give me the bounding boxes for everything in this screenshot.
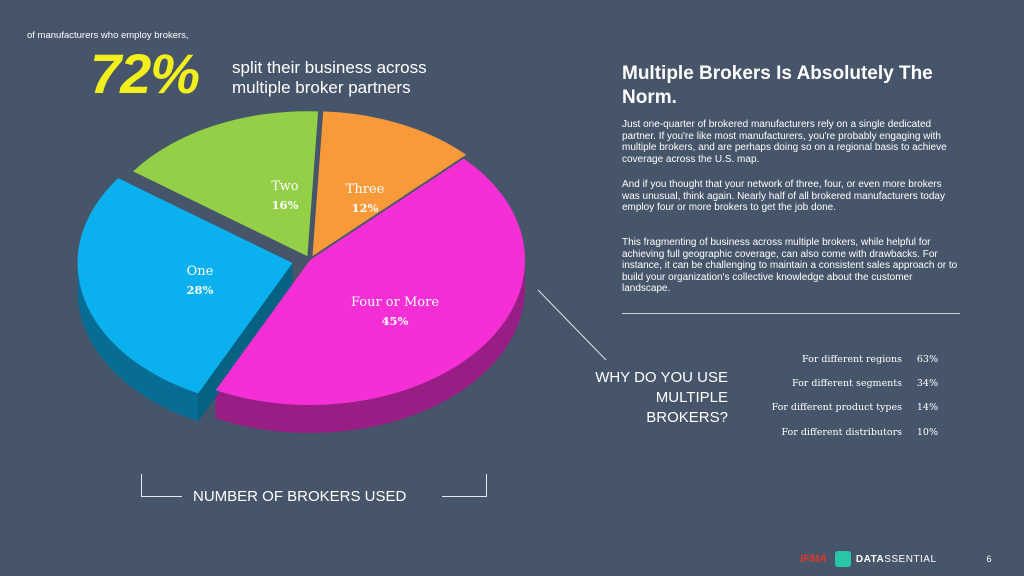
datassential-logo-text: DATASSENTIAL — [855, 553, 937, 565]
why-title: WHY DO YOU USE MULTIPLE BROKERS? — [595, 369, 728, 426]
chart-x-label: NUMBER OF BROKERS USED — [193, 488, 407, 505]
pie-slice-one-side — [77, 256, 199, 422]
pie-label-name: Two — [271, 179, 299, 194]
page-number: 6 — [986, 554, 992, 564]
reason-row: For different regions 63% — [740, 354, 940, 365]
divider — [622, 313, 960, 314]
pie-label-percent: 28% — [186, 283, 214, 297]
reason-row: For different distributors 10% — [740, 427, 940, 438]
connector-line — [537, 289, 607, 361]
reason-value: 34% — [916, 378, 938, 389]
pie-slice-three — [312, 111, 467, 257]
article-paragraph-2: And if you thought that your network of … — [622, 179, 945, 213]
datassential-logo-icon — [834, 551, 851, 567]
pie-label-name: One — [186, 264, 214, 279]
pie-slice-two — [133, 111, 319, 257]
article-paragraph-1: Just one-quarter of brokered manufacture… — [622, 119, 947, 165]
pie-label-four-or-more: Four or More 45% — [340, 294, 450, 330]
headline-percent: 72% — [90, 42, 200, 105]
reason-value: 63% — [916, 354, 938, 365]
pie-slice-one — [77, 178, 293, 394]
reason-row: For different segments 34% — [740, 378, 940, 389]
pie-label-two: Two 16% — [230, 178, 340, 214]
pie-label-percent: 45% — [381, 314, 409, 328]
pie-slice-four-or-more — [215, 158, 526, 406]
headline-description: split their business across multiple bro… — [232, 58, 427, 97]
axis-bracket-right — [442, 474, 487, 497]
reason-value: 14% — [916, 402, 938, 413]
article-heading: Multiple Brokers Is Absolutely The Norm. — [622, 63, 933, 108]
pie-slice-four-side — [215, 256, 525, 433]
pie-label-one: One 28% — [145, 263, 255, 299]
pie-label-name: Four or More — [350, 295, 440, 310]
pie-label-percent: 16% — [271, 198, 299, 212]
article-paragraph-3: This fragmenting of business across mult… — [622, 237, 958, 294]
pie-label-three: Three 12% — [310, 181, 420, 217]
reason-row: For different product types 14% — [740, 402, 940, 413]
pie-chart: One 28% Two 16% Three 12% Four or More 4… — [60, 105, 560, 485]
pie-label-name: Three — [345, 182, 385, 197]
reason-label: For different segments — [792, 378, 902, 389]
intro-text: of manufacturers who employ brokers, — [27, 30, 189, 41]
reason-label: For different product types — [771, 402, 902, 413]
reason-value: 10% — [916, 427, 938, 438]
axis-bracket-left — [141, 474, 182, 497]
pie-chart-svg — [77, 111, 526, 433]
ifma-logo: IFMA — [800, 553, 827, 565]
footer: IFMA DATASSENTIAL 6 — [800, 551, 992, 567]
reason-label: For different regions — [802, 354, 902, 365]
reason-label: For different distributors — [781, 427, 902, 438]
pie-label-percent: 12% — [351, 201, 379, 215]
